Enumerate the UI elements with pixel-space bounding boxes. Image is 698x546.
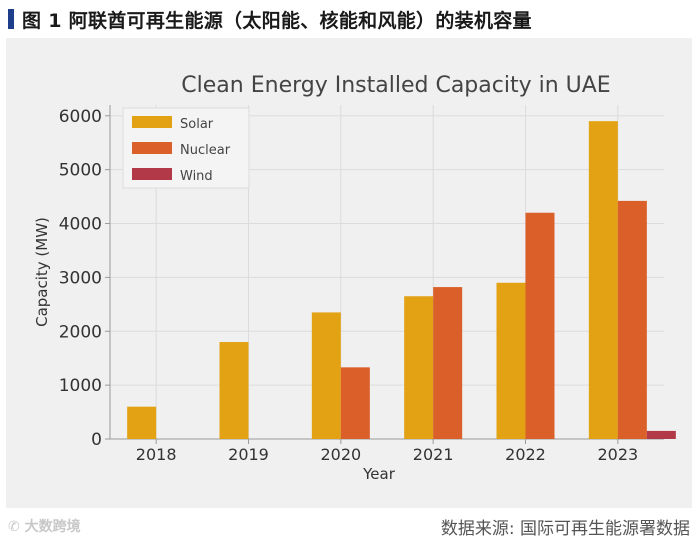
- legend-label-solar: Solar: [180, 117, 214, 132]
- y-tick-label: 3000: [59, 268, 102, 288]
- y-tick-label: 4000: [59, 215, 102, 235]
- bar-chart: 0 1000 2000 3000 4000 5000 6000 2018 2019 2020 202…: [33, 73, 676, 483]
- bar-solar-2021: [404, 296, 434, 439]
- bar-solar-2022: [496, 282, 526, 439]
- x-tick-label: 2023: [597, 445, 638, 464]
- y-tick-label: 5000: [59, 161, 102, 181]
- bar-nuclear-2021: [433, 287, 463, 439]
- figure-header: 图 1 阿联酋可再生能源（太阳能、核能和风能）的装机容量: [0, 0, 698, 38]
- legend-swatch-solar: [132, 116, 172, 128]
- x-tick-label: 2019: [228, 445, 269, 464]
- watermark-text: 大数跨境: [24, 519, 81, 535]
- x-tick-label: 2018: [136, 445, 177, 464]
- x-tick-label: 2022: [505, 445, 546, 464]
- watermark: ✆ 大数跨境: [8, 516, 81, 536]
- bar-nuclear-2022: [525, 212, 555, 439]
- legend-label-wind: Wind: [180, 169, 213, 184]
- title-marker: [8, 9, 14, 29]
- chart-panel: 0 1000 2000 3000 4000 5000 6000 2018 2019 2020 202…: [6, 38, 692, 508]
- legend-swatch-wind: [132, 168, 172, 180]
- watermark-logo-icon: ✆: [8, 519, 25, 535]
- bar-nuclear-2020: [340, 367, 370, 439]
- bar-solar-2020: [311, 312, 341, 439]
- x-tick-label: 2021: [413, 445, 454, 464]
- chart-title: Clean Energy Installed Capacity in UAE: [181, 73, 610, 98]
- y-tick-label: 6000: [59, 107, 102, 127]
- y-tick-label: 1000: [59, 376, 102, 396]
- y-tick-label: 2000: [59, 322, 102, 342]
- y-axis-label: Capacity (MW): [33, 217, 51, 327]
- bar-solar-2019: [219, 342, 249, 439]
- x-tick-label: 2020: [320, 445, 361, 464]
- bar-nuclear-2023: [617, 200, 647, 439]
- x-axis-label: Year: [362, 465, 396, 483]
- legend-label-nuclear: Nuclear: [180, 143, 231, 158]
- legend-swatch-nuclear: [132, 142, 172, 154]
- bar-solar-2018: [127, 406, 157, 439]
- data-source: 数据来源: 国际可再生能源署数据: [440, 519, 690, 539]
- y-tick-label: 0: [91, 430, 102, 450]
- figure-title: 图 1 阿联酋可再生能源（太阳能、核能和风能）的装机容量: [22, 10, 532, 32]
- bar-wind-2023: [646, 430, 676, 439]
- bar-solar-2023: [588, 121, 618, 440]
